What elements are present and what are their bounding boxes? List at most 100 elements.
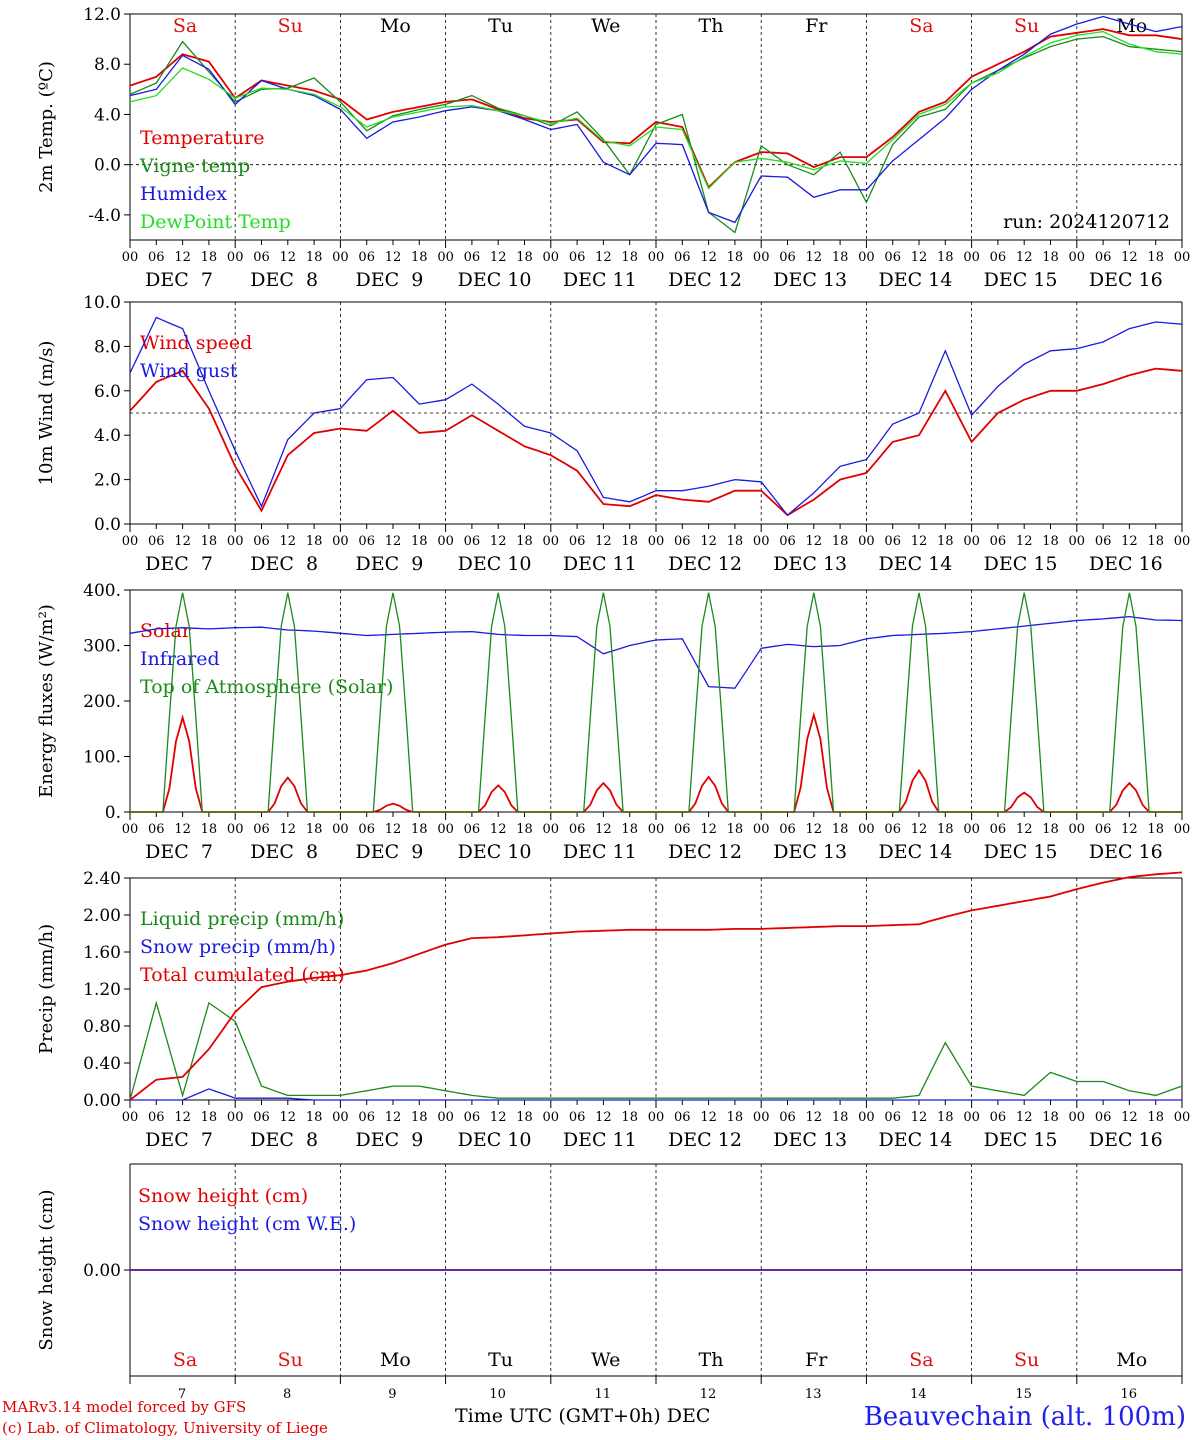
weekday-label: Su — [1014, 15, 1039, 37]
x-hour-label: 18 — [1147, 250, 1164, 265]
y-tick-label: 12.0 — [83, 5, 121, 25]
y-tick-label: 4.0 — [94, 426, 121, 446]
x-hour-label: 06 — [674, 534, 691, 549]
x-hour-label: 12 — [1016, 250, 1033, 265]
x-hour-label: 00 — [227, 250, 244, 265]
x-hour-label: 06 — [884, 534, 901, 549]
x-hour-label: 06 — [148, 534, 165, 549]
x-hour-label: 18 — [516, 534, 533, 549]
x-hour-label: 00 — [122, 534, 139, 549]
x-hour-label: 06 — [253, 822, 270, 837]
x-hour-label: 18 — [727, 534, 744, 549]
x-hour-label: 06 — [990, 1110, 1007, 1125]
x-hour-label: 18 — [832, 1110, 849, 1125]
x-hour-label: 12 — [595, 250, 612, 265]
x-hour-label: 12 — [911, 822, 928, 837]
x-hour-label: 06 — [148, 822, 165, 837]
x-hour-label: 18 — [727, 822, 744, 837]
x-hour-label: 00 — [227, 534, 244, 549]
x-hour-label: 00 — [648, 250, 665, 265]
weekday-label: Mo — [380, 1349, 411, 1371]
y-tick-label: 0. — [105, 803, 121, 823]
x-hour-label: 12 — [280, 822, 297, 837]
x-hour-label: 18 — [832, 822, 849, 837]
x-hour-label: 12 — [806, 1110, 823, 1125]
x-day-label: DEC 13 — [773, 1129, 847, 1151]
x-hour-label: 12 — [700, 534, 717, 549]
x-hour-label: 18 — [832, 534, 849, 549]
lab-credit: (c) Lab. of Climatology, University of L… — [2, 1419, 328, 1437]
x-day-label: DEC 12 — [668, 269, 742, 291]
x-hour-label: 06 — [464, 534, 481, 549]
x-hour-label: 12 — [490, 822, 507, 837]
y-tick-label: 0.00 — [83, 1091, 121, 1111]
x-hour-label: 18 — [411, 822, 428, 837]
x-hour-label: 06 — [253, 1110, 270, 1125]
legend-entry: Top of Atmosphere (Solar) — [140, 676, 393, 698]
legend-entry: Wind gust — [140, 360, 238, 382]
x-hour-label: 12 — [174, 534, 191, 549]
x-hour-label: 18 — [201, 822, 218, 837]
x-hour-label: 00 — [858, 1110, 875, 1125]
x-hour-label: 00 — [963, 250, 980, 265]
series-line — [129, 367, 1183, 517]
x-hour-label: 12 — [280, 250, 297, 265]
weekday-label: Sa — [173, 1349, 197, 1371]
x-hour-label: 12 — [385, 1110, 402, 1125]
x-day-label: DEC 12 — [668, 1129, 742, 1151]
x-hour-label: 12 — [174, 1110, 191, 1125]
x-hour-label: 12 — [490, 1110, 507, 1125]
x-hour-label: 06 — [1095, 534, 1112, 549]
x-day-label: DEC 14 — [878, 841, 952, 863]
legend-entry: Humidex — [140, 183, 227, 205]
x-hour-label: 00 — [543, 1110, 560, 1125]
y-axis-label: 2m Temp. (ºC) — [36, 61, 57, 193]
x-hour-label: 06 — [464, 250, 481, 265]
legend-entry: Snow height (cm W.E.) — [138, 1213, 356, 1235]
x-hour-label: 00 — [858, 534, 875, 549]
x-day-number: 9 — [388, 1387, 396, 1400]
series-line — [129, 28, 1183, 189]
x-hour-label: 06 — [1095, 250, 1112, 265]
weekday-label: Fr — [805, 15, 828, 37]
x-hour-label: 12 — [490, 534, 507, 549]
x-hour-label: 00 — [543, 534, 560, 549]
x-day-number: 13 — [805, 1387, 822, 1400]
x-hour-label: 12 — [280, 1110, 297, 1125]
series-line — [129, 35, 1183, 234]
x-hour-label: 00 — [963, 534, 980, 549]
x-hour-label: 12 — [911, 250, 928, 265]
weekday-label: Tu — [488, 1349, 513, 1371]
x-hour-label: 12 — [806, 534, 823, 549]
x-hour-label: 06 — [674, 250, 691, 265]
x-hour-label: 12 — [595, 534, 612, 549]
x-hour-label: 00 — [437, 822, 454, 837]
x-day-number: 11 — [595, 1387, 612, 1400]
x-hour-label: 06 — [779, 534, 796, 549]
x-day-label: DEC 16 — [1089, 841, 1163, 863]
x-hour-label: 06 — [674, 822, 691, 837]
run-annotation: run: 2024120712 — [1003, 211, 1170, 233]
x-hour-label: 00 — [1069, 250, 1086, 265]
weekday-label: Mo — [1116, 15, 1147, 37]
y-tick-label: 2.0 — [94, 471, 121, 491]
x-hour-label: 06 — [569, 534, 586, 549]
x-hour-label: 06 — [1095, 822, 1112, 837]
x-hour-label: 18 — [937, 250, 954, 265]
x-hour-label: 18 — [937, 1110, 954, 1125]
weekday-label: Fr — [805, 1349, 828, 1371]
x-hour-label: 18 — [201, 1110, 218, 1125]
y-tick-label: 4.0 — [94, 105, 121, 125]
x-hour-label: 18 — [937, 822, 954, 837]
x-hour-label: 00 — [963, 1110, 980, 1125]
x-hour-label: 12 — [1016, 822, 1033, 837]
x-hour-label: 12 — [595, 822, 612, 837]
x-hour-label: 12 — [911, 1110, 928, 1125]
x-hour-label: 00 — [858, 250, 875, 265]
weekday-label: Th — [699, 15, 724, 37]
x-hour-label: 00 — [1174, 534, 1191, 549]
x-day-label: DEC 7 — [145, 1129, 213, 1151]
x-hour-label: 06 — [990, 250, 1007, 265]
x-hour-label: 06 — [148, 1110, 165, 1125]
x-hour-label: 00 — [1174, 822, 1191, 837]
